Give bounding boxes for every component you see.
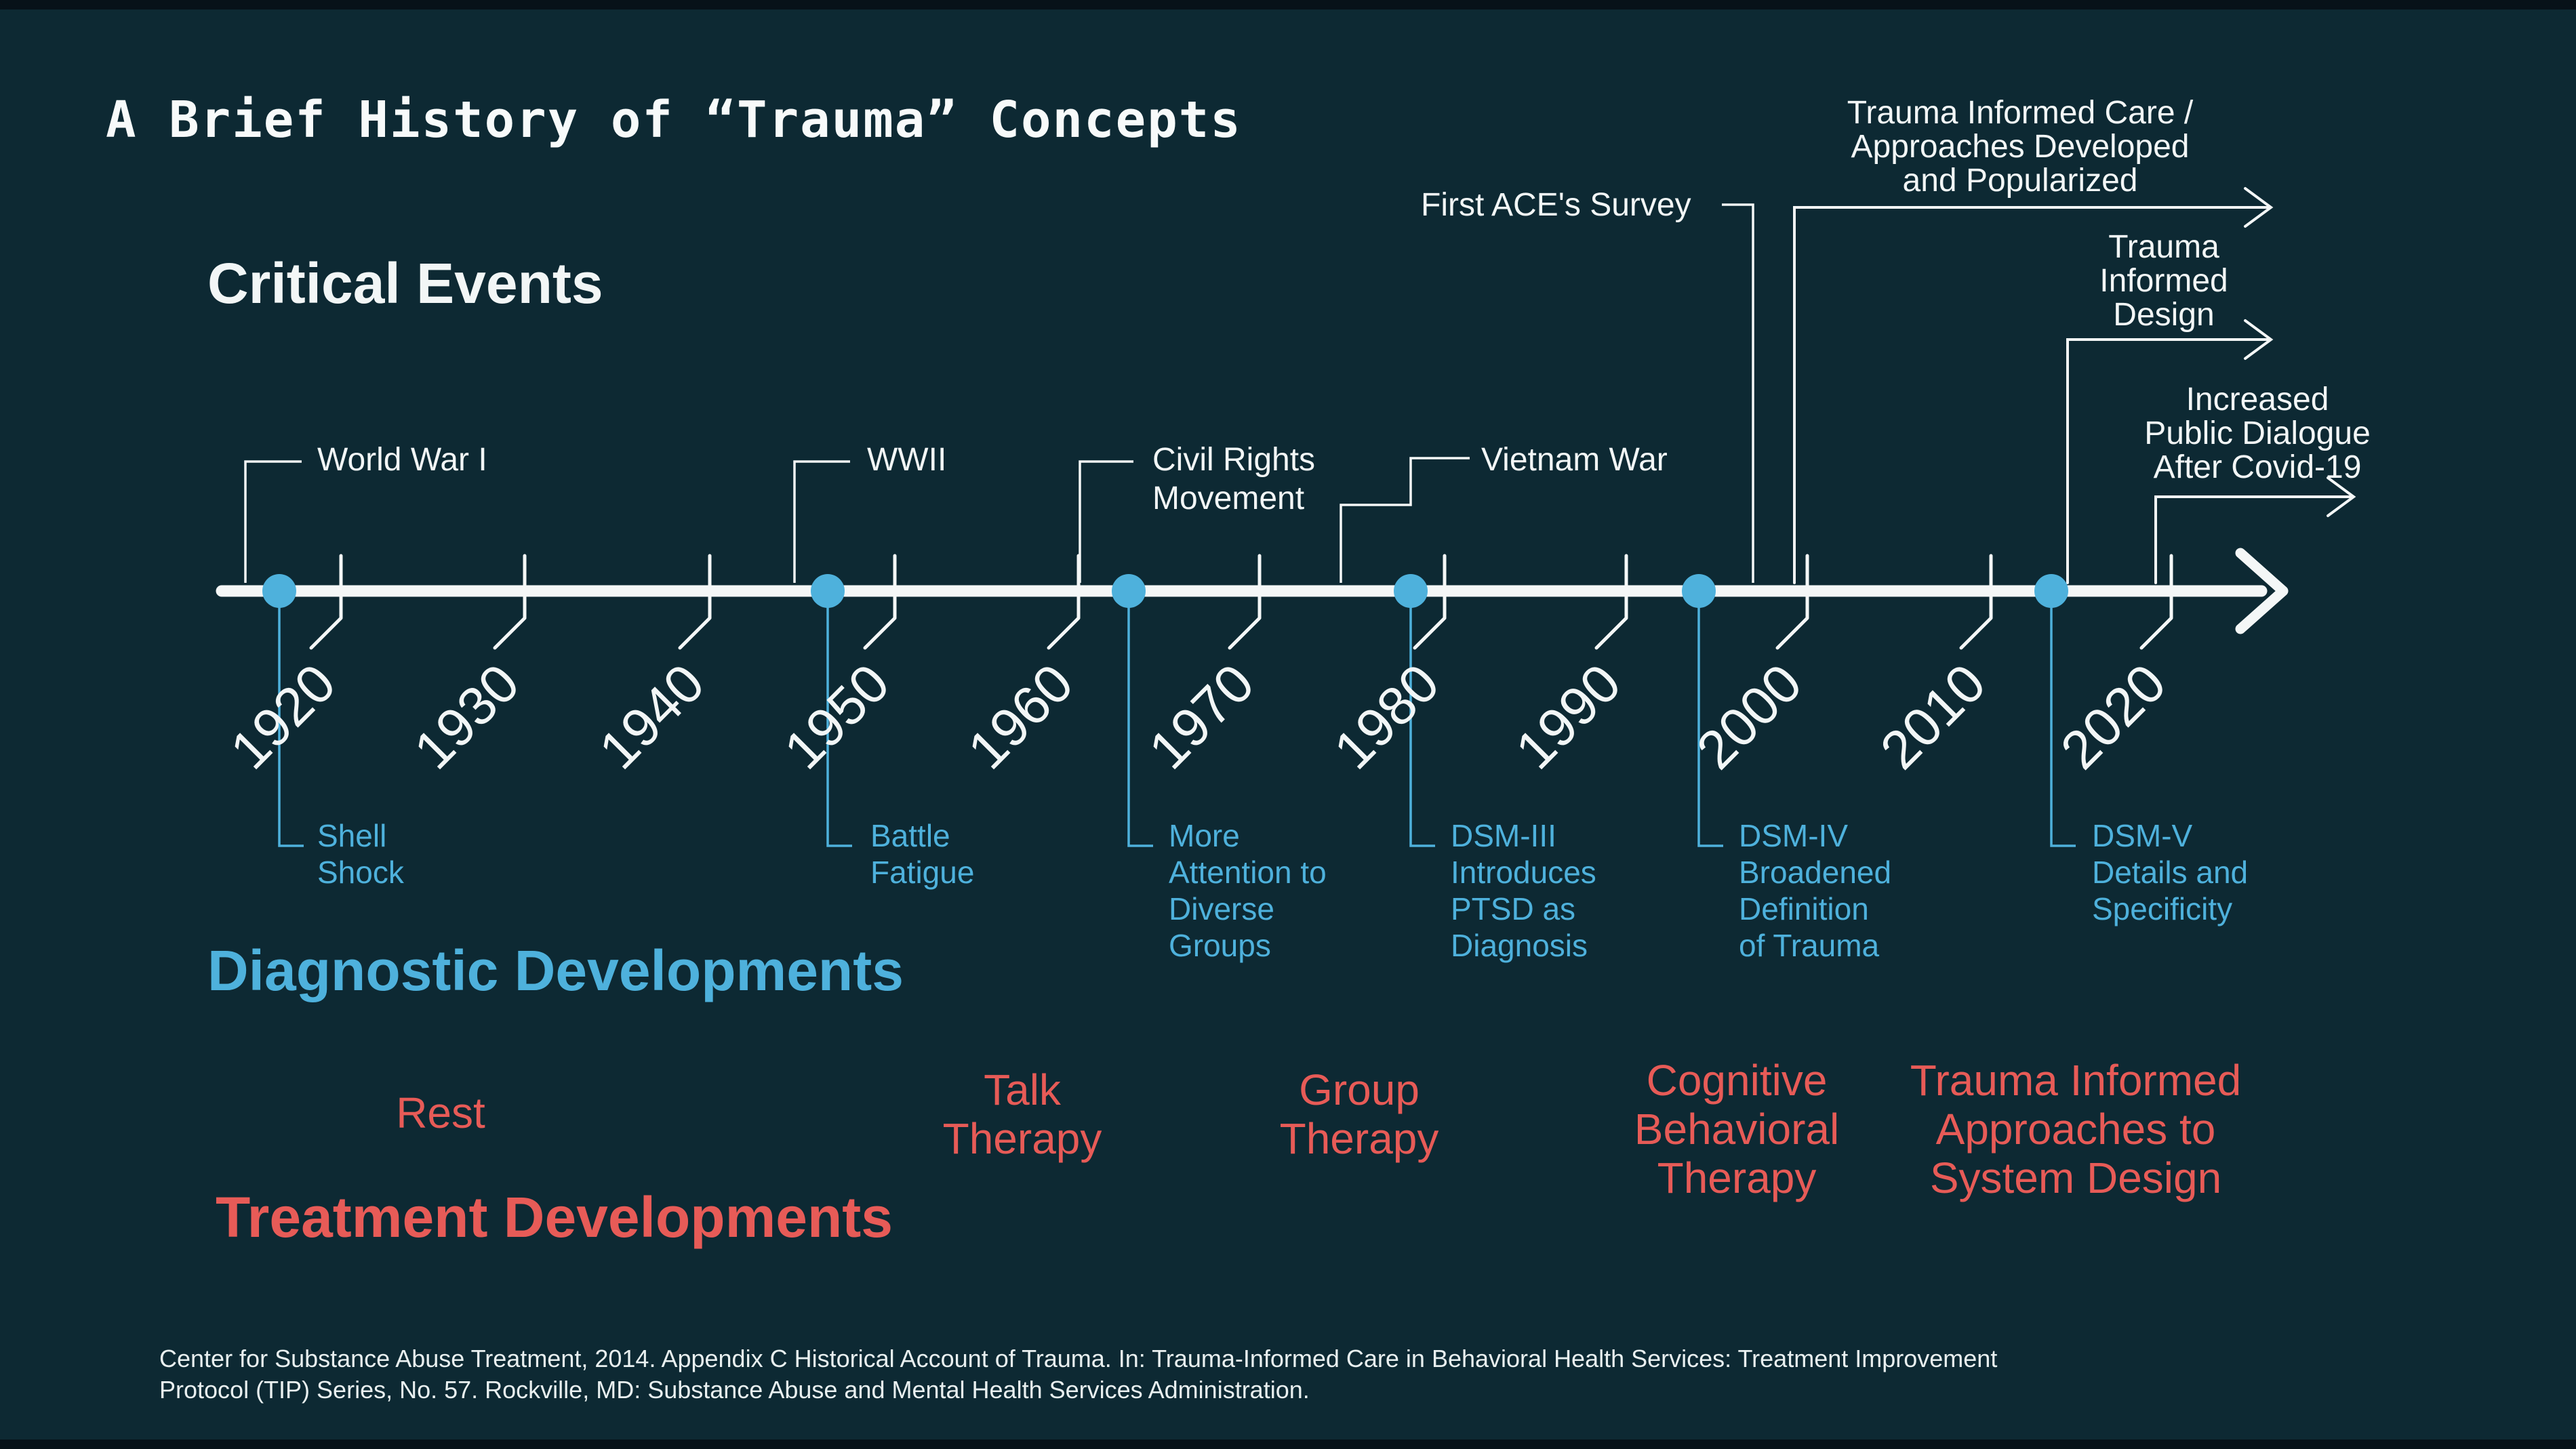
decade-tick-1920 [309, 554, 343, 650]
dot-trauma-informed-design [2034, 574, 2068, 608]
footer-citation-line-1: Center for Substance Abuse Treatment, 20… [159, 1345, 1998, 1372]
event-label-world-war-i: World War I [317, 442, 487, 478]
dot-civil-rights [1112, 574, 1146, 608]
treatment-label-talk-therapy: Talk Therapy [942, 1065, 1102, 1163]
leader-dsm-iv [1697, 603, 1723, 847]
diagnostic-label-dsm-iv: DSM-IV Broadened Definition of Trauma [1739, 818, 1892, 963]
decade-tick-1940 [678, 554, 712, 650]
treatment-label-group-therapy: Group Therapy [1279, 1065, 1439, 1163]
decade-tick-1990 [1594, 554, 1628, 650]
decade-tick-1970 [1228, 554, 1262, 650]
decade-tick-2010 [1959, 554, 1993, 650]
decade-tick-1930 [493, 554, 527, 650]
dot-wwii [811, 574, 845, 608]
dot-vietnam-war [1394, 574, 1428, 608]
decade-tick-1980 [1413, 554, 1447, 650]
diagnostic-label-diverse-groups: More Attention to Diverse Groups [1169, 818, 1327, 963]
section-heading-diagnostic-developments: Diagnostic Developments [207, 939, 904, 1002]
decade-tick-1960 [1047, 554, 1081, 650]
dot-world-war-i [262, 574, 296, 608]
top-letterbox [0, 0, 2576, 9]
leader-dsm-iii [1409, 603, 1435, 847]
leader-wwii [793, 460, 850, 583]
footer-citation: Center for Substance Abuse Treatment, 20… [159, 1343, 1997, 1406]
leader-first-aces-survey [1722, 203, 1754, 583]
treatment-label-trauma-informed-approaches: Trauma Informed Approaches to System Des… [1910, 1056, 2242, 1202]
decade-tick-1950 [863, 554, 897, 650]
event-label-trauma-informed-design: Trauma Informed Design [2099, 229, 2228, 333]
footer-citation-line-2: Protocol (TIP) Series, No. 57. Rockville… [159, 1376, 1310, 1404]
treatment-label-cognitive-behavioral-therapy: Cognitive Behavioral Therapy [1634, 1056, 1840, 1202]
arrowhead-trauma-informed-design-icon [2244, 319, 2274, 360]
leader-diverse-groups [1127, 603, 1153, 847]
bottom-letterbox [0, 1440, 2576, 1449]
leader-battle-fatigue [826, 603, 852, 847]
page-title: A Brief History of “Trauma” Concepts [106, 91, 1242, 149]
section-heading-treatment-developments: Treatment Developments [216, 1185, 893, 1249]
diagnostic-label-shell-shock: Shell Shock [317, 818, 404, 890]
event-label-first-aces-survey: First ACE's Survey [1421, 187, 1691, 223]
leader-vietnam-war [1340, 457, 1470, 583]
diagnostic-label-dsm-iii: DSM-III Introduces PTSD as Diagnosis [1451, 818, 1596, 963]
arrow-trauma-informed-care [1793, 206, 2270, 584]
arrowhead-trauma-informed-care-icon [2244, 187, 2274, 228]
timeline-arrowhead-icon [2235, 548, 2289, 634]
decade-tick-2000 [1775, 554, 1809, 650]
leader-world-war-i [244, 460, 302, 583]
event-label-wwii: WWII [867, 442, 947, 478]
event-label-trauma-informed-care: Trauma Informed Care / Approaches Develo… [1847, 95, 2194, 199]
event-label-vietnam-war: Vietnam War [1481, 442, 1668, 478]
arrow-trauma-informed-design [2066, 338, 2270, 584]
leader-civil-rights [1079, 460, 1133, 583]
leader-dsm-v [2050, 603, 2076, 847]
arrowhead-increased-public-dialogue-icon [2327, 476, 2356, 517]
diagnostic-label-battle-fatigue: Battle Fatigue [870, 818, 975, 890]
event-label-civil-rights: Civil Rights Movement [1152, 442, 1316, 516]
leader-shell-shock [278, 603, 304, 847]
treatment-label-rest: Rest [396, 1088, 485, 1137]
dot-first-aces-survey [1682, 574, 1716, 608]
event-label-increased-public-dialogue: Increased Public Dialogue After Covid-19 [2144, 382, 2371, 485]
section-heading-critical-events: Critical Events [207, 251, 603, 315]
decade-tick-2020 [2139, 554, 2173, 650]
diagnostic-label-dsm-v: DSM-V Details and Specificity [2092, 818, 2249, 926]
arrow-increased-public-dialogue [2154, 495, 2352, 584]
